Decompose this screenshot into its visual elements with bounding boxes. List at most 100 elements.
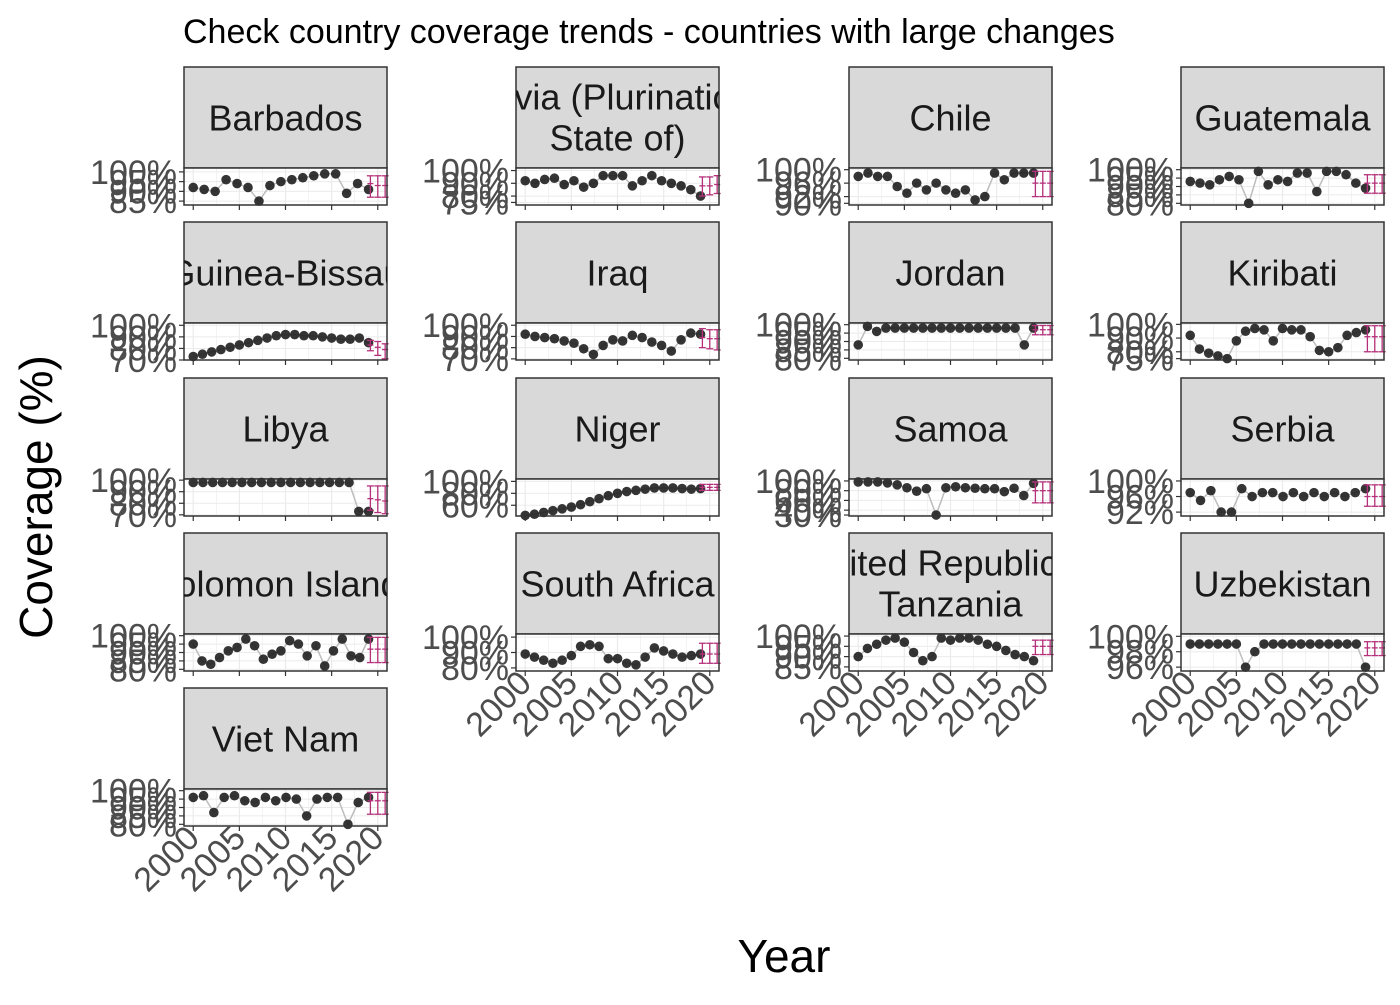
y-tick-label: 100% xyxy=(755,618,842,656)
facet-strip xyxy=(515,532,720,635)
data-point xyxy=(612,488,623,499)
data-point xyxy=(892,181,902,192)
data-point xyxy=(1185,330,1196,341)
data-point xyxy=(1331,166,1342,177)
y-tick-label: 100% xyxy=(90,618,177,656)
panel-serbia: Serbia 100%96%92% xyxy=(1087,377,1386,532)
data-point xyxy=(258,654,269,665)
data-point xyxy=(198,477,208,488)
data-point xyxy=(538,507,549,518)
data-point xyxy=(214,652,225,663)
data-point xyxy=(649,483,660,493)
data-point xyxy=(280,329,291,340)
facet-strip-label: South Africa xyxy=(520,564,715,605)
data-point xyxy=(354,652,365,663)
data-point xyxy=(578,182,589,192)
y-tick-label: 100% xyxy=(755,152,842,190)
panel-iraq: Iraq 100%90%80%70% xyxy=(422,221,721,379)
panel-guinea-bissau: Guinea-Bissau 100%90%80%70% xyxy=(90,221,389,380)
data-point xyxy=(918,655,928,666)
data-point xyxy=(1267,487,1278,498)
data-point xyxy=(945,635,956,645)
data-point xyxy=(520,649,531,659)
data-point xyxy=(908,647,919,658)
data-point xyxy=(1028,323,1039,333)
y-tick-label: 90% xyxy=(109,173,177,211)
y-tick-label: 95% xyxy=(109,164,177,202)
data-point xyxy=(188,639,199,649)
y-tick-label: 80% xyxy=(109,330,177,368)
data-point xyxy=(319,661,330,671)
data-point xyxy=(1273,174,1283,185)
panel-samoa: Samoa 100%80%60%40%30% xyxy=(755,377,1054,535)
data-point xyxy=(594,493,604,504)
data-point xyxy=(982,639,993,650)
data-point xyxy=(1250,646,1260,657)
y-tick-label: 95% xyxy=(109,781,177,819)
data-point xyxy=(301,811,312,821)
data-point xyxy=(312,794,322,804)
data-point xyxy=(1259,325,1269,335)
y-tick-label: 80% xyxy=(1106,334,1174,372)
data-point xyxy=(989,483,1000,494)
data-point xyxy=(337,634,348,644)
y-tick-label: 80% xyxy=(774,473,842,511)
data-point xyxy=(621,486,632,497)
data-point xyxy=(686,184,696,195)
data-point xyxy=(686,484,697,494)
data-point xyxy=(890,323,900,333)
data-point xyxy=(1185,176,1196,187)
data-point xyxy=(598,170,608,181)
data-point xyxy=(1312,186,1322,197)
data-point xyxy=(1323,639,1334,649)
data-point xyxy=(353,797,364,808)
y-tick-label: 80% xyxy=(1106,185,1174,223)
data-point xyxy=(676,181,686,191)
data-point xyxy=(271,330,282,341)
data-point xyxy=(1253,166,1264,177)
data-point xyxy=(1185,487,1196,498)
data-point xyxy=(308,330,318,341)
data-point xyxy=(332,792,343,803)
data-point xyxy=(954,323,965,333)
data-point xyxy=(262,333,272,343)
y-tick-label: 90% xyxy=(441,165,509,203)
data-point xyxy=(265,180,275,191)
data-point xyxy=(931,178,941,188)
data-point xyxy=(1296,325,1306,335)
data-point xyxy=(647,337,657,347)
data-point xyxy=(575,641,586,652)
y-tick-label: 80% xyxy=(441,475,509,513)
data-point xyxy=(1314,345,1325,356)
data-point xyxy=(569,175,579,186)
y-axis-title: Coverage (%) xyxy=(10,355,62,639)
facet-strip-label: Kiribati xyxy=(1227,253,1337,294)
data-point xyxy=(305,477,315,488)
facet-strip-label: State of) xyxy=(549,118,685,159)
data-point xyxy=(1288,487,1299,498)
panel-chile: Chile 100%96%92%90% xyxy=(755,66,1054,223)
data-point xyxy=(254,196,264,206)
data-point xyxy=(617,336,628,346)
data-point xyxy=(341,188,352,199)
data-point xyxy=(1226,507,1237,517)
data-point xyxy=(1342,330,1352,341)
data-point xyxy=(1342,639,1352,649)
data-point xyxy=(989,168,1000,178)
data-point xyxy=(1351,639,1362,649)
data-point xyxy=(1019,168,1029,178)
data-point xyxy=(1263,180,1273,190)
y-tick-label: 96% xyxy=(1106,479,1174,517)
y-tick-label: 90% xyxy=(441,318,509,356)
data-point xyxy=(221,174,231,185)
y-tick-label: 100% xyxy=(1087,306,1174,344)
x-axis-title: Year xyxy=(738,930,831,982)
data-point xyxy=(637,175,647,186)
data-point xyxy=(276,477,286,488)
y-tick-label: 90% xyxy=(1106,320,1174,358)
data-point xyxy=(1019,490,1029,501)
data-point xyxy=(530,331,540,342)
data-point xyxy=(363,184,374,195)
data-point xyxy=(237,477,247,488)
